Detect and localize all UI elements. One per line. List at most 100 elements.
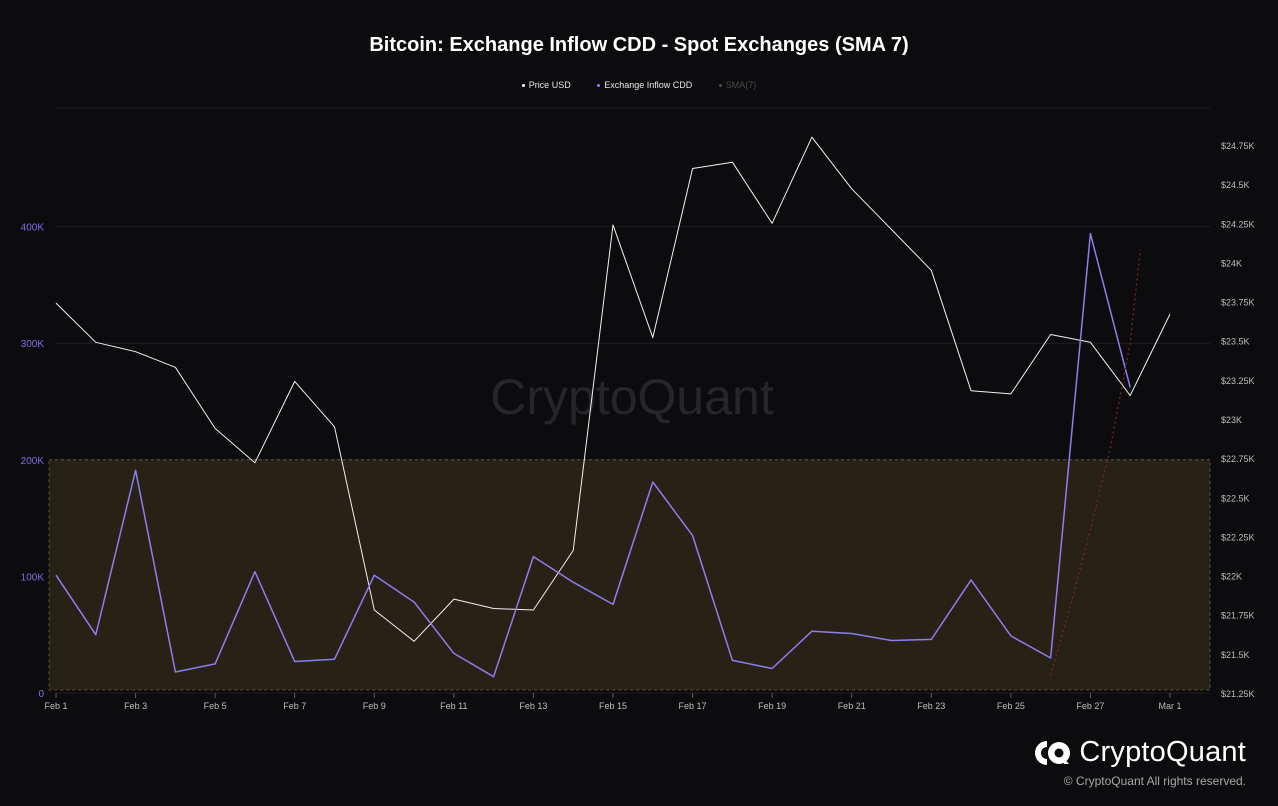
x-axis-tick-label: Feb 27 bbox=[1076, 701, 1104, 711]
copyright: © CryptoQuant All rights reserved. bbox=[1063, 774, 1246, 788]
data-point-price-usd[interactable] bbox=[890, 228, 893, 231]
series-line-sma-7[interactable] bbox=[1050, 249, 1141, 676]
legend-sma-dot bbox=[718, 84, 722, 88]
data-point-sma-7[interactable] bbox=[1139, 248, 1142, 251]
data-point-price-usd[interactable] bbox=[850, 187, 853, 190]
data-point-price-usd[interactable] bbox=[691, 167, 694, 170]
data-point-price-usd[interactable] bbox=[253, 461, 256, 464]
data-point-price-usd[interactable] bbox=[771, 222, 774, 225]
x-axis-tick-label: Feb 25 bbox=[997, 701, 1025, 711]
data-point-price-usd[interactable] bbox=[54, 302, 57, 305]
x-axis-tick-label: Feb 1 bbox=[44, 701, 67, 711]
data-point-price-usd[interactable] bbox=[810, 136, 813, 139]
data-point-sma-7[interactable] bbox=[1069, 604, 1072, 607]
data-point-price-usd[interactable] bbox=[174, 366, 177, 369]
data-point-exchange-inflow-cdd[interactable] bbox=[293, 660, 296, 663]
legend-price-usd[interactable]: Price USD bbox=[521, 80, 571, 90]
data-point-exchange-inflow-cdd[interactable] bbox=[1009, 634, 1012, 637]
x-axis-tick-label: Feb 21 bbox=[838, 701, 866, 711]
right-axis-tick-label: $21.5K bbox=[1221, 650, 1250, 660]
right-axis-tick-label: $24.5K bbox=[1221, 180, 1250, 190]
data-point-price-usd[interactable] bbox=[1049, 333, 1052, 336]
data-point-exchange-inflow-cdd[interactable] bbox=[452, 652, 455, 655]
data-point-price-usd[interactable] bbox=[930, 269, 933, 272]
data-point-price-usd[interactable] bbox=[572, 549, 575, 552]
data-point-price-usd[interactable] bbox=[1009, 392, 1012, 395]
data-point-exchange-inflow-cdd[interactable] bbox=[651, 480, 654, 483]
data-point-sma-7[interactable] bbox=[1109, 447, 1112, 450]
right-axis-tick-label: $22.5K bbox=[1221, 493, 1250, 503]
data-point-price-usd[interactable] bbox=[452, 597, 455, 600]
data-point-price-usd[interactable] bbox=[214, 427, 217, 430]
legend-inflow-cdd[interactable]: Exchange Inflow CDD bbox=[597, 80, 692, 90]
data-point-exchange-inflow-cdd[interactable] bbox=[134, 469, 137, 472]
legend-sma7[interactable]: SMA(7) bbox=[718, 80, 757, 90]
legend-price-dot bbox=[521, 84, 525, 88]
data-point-price-usd[interactable] bbox=[134, 350, 137, 353]
data-point-price-usd[interactable] bbox=[969, 389, 972, 392]
data-point-price-usd[interactable] bbox=[611, 223, 614, 226]
data-point-exchange-inflow-cdd[interactable] bbox=[373, 574, 376, 577]
data-point-price-usd[interactable] bbox=[1129, 394, 1132, 397]
data-point-exchange-inflow-cdd[interactable] bbox=[850, 632, 853, 635]
data-point-exchange-inflow-cdd[interactable] bbox=[94, 633, 97, 636]
x-axis-tick-label: Feb 3 bbox=[124, 701, 147, 711]
data-point-exchange-inflow-cdd[interactable] bbox=[1129, 386, 1132, 389]
data-point-exchange-inflow-cdd[interactable] bbox=[253, 570, 256, 573]
data-point-sma-7[interactable] bbox=[1049, 674, 1052, 677]
x-axis-tick-label: Feb 23 bbox=[917, 701, 945, 711]
data-point-exchange-inflow-cdd[interactable] bbox=[54, 574, 57, 577]
data-point-price-usd[interactable] bbox=[731, 161, 734, 164]
data-point-exchange-inflow-cdd[interactable] bbox=[969, 578, 972, 581]
legend-price-label: Price USD bbox=[528, 80, 571, 90]
data-point-price-usd[interactable] bbox=[1168, 312, 1171, 315]
data-point-exchange-inflow-cdd[interactable] bbox=[731, 659, 734, 662]
legend-inflow-dot bbox=[597, 84, 601, 88]
chart-legend: Price USD Exchange Inflow CDD SMA(7) bbox=[0, 80, 1278, 90]
data-point-exchange-inflow-cdd[interactable] bbox=[572, 581, 575, 584]
data-point-exchange-inflow-cdd[interactable] bbox=[412, 600, 415, 603]
data-point-sma-7[interactable] bbox=[1129, 342, 1132, 345]
data-point-price-usd[interactable] bbox=[373, 608, 376, 611]
data-point-price-usd[interactable] bbox=[333, 425, 336, 428]
brand: CryptoQuant bbox=[1033, 736, 1246, 769]
axes: 0 100K 200K 300K 400K $21.25K $21.5K $21.75K $22… bbox=[21, 141, 1255, 711]
right-axis-tick-label: $21.25K bbox=[1221, 689, 1255, 699]
data-point-price-usd[interactable] bbox=[532, 608, 535, 611]
data-point-exchange-inflow-cdd[interactable] bbox=[1089, 232, 1092, 235]
right-axis-tick-label: $23.25K bbox=[1221, 376, 1255, 386]
data-point-price-usd[interactable] bbox=[1089, 341, 1092, 344]
right-axis-tick-label: $23K bbox=[1221, 415, 1242, 425]
data-point-exchange-inflow-cdd[interactable] bbox=[174, 670, 177, 673]
data-point-exchange-inflow-cdd[interactable] bbox=[771, 667, 774, 670]
data-point-exchange-inflow-cdd[interactable] bbox=[492, 675, 495, 678]
threshold-band bbox=[48, 459, 1211, 691]
data-point-exchange-inflow-cdd[interactable] bbox=[214, 662, 217, 665]
data-point-price-usd[interactable] bbox=[293, 380, 296, 383]
right-axis-tick-label: $22K bbox=[1221, 572, 1242, 582]
data-point-exchange-inflow-cdd[interactable] bbox=[810, 630, 813, 633]
data-point-price-usd[interactable] bbox=[492, 607, 495, 610]
x-axis-tick-label: Feb 13 bbox=[519, 701, 547, 711]
chart-title: Bitcoin: Exchange Inflow CDD - Spot Exch… bbox=[369, 34, 909, 56]
series-line-exchange-inflow-cdd[interactable] bbox=[55, 232, 1131, 678]
right-axis-tick-label: $24.75K bbox=[1221, 141, 1255, 151]
series-line-price-usd[interactable] bbox=[55, 136, 1171, 642]
right-axis-tick-label: $21.75K bbox=[1221, 611, 1255, 621]
data-point-price-usd[interactable] bbox=[651, 336, 654, 339]
data-point-exchange-inflow-cdd[interactable] bbox=[532, 555, 535, 558]
data-point-exchange-inflow-cdd[interactable] bbox=[691, 534, 694, 537]
data-point-exchange-inflow-cdd[interactable] bbox=[930, 638, 933, 641]
data-point-exchange-inflow-cdd[interactable] bbox=[1049, 656, 1052, 659]
data-point-price-usd[interactable] bbox=[412, 640, 415, 643]
left-axis-tick-label: 300K bbox=[21, 339, 45, 350]
legend-sma-label: SMA(7) bbox=[725, 80, 757, 90]
data-point-price-usd[interactable] bbox=[94, 341, 97, 344]
data-point-sma-7[interactable] bbox=[1089, 528, 1092, 531]
data-point-exchange-inflow-cdd[interactable] bbox=[611, 603, 614, 606]
right-axis-tick-label: $24K bbox=[1221, 258, 1242, 268]
x-axis-tick-label: Feb 15 bbox=[599, 701, 627, 711]
data-point-exchange-inflow-cdd[interactable] bbox=[333, 658, 336, 661]
data-point-exchange-inflow-cdd[interactable] bbox=[890, 639, 893, 642]
